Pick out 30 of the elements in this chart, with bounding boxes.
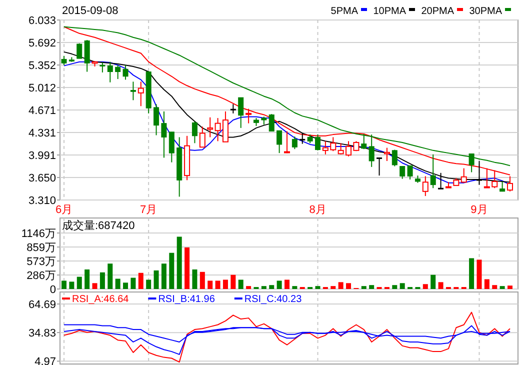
x-tick-label: 9月 [470, 204, 488, 216]
y-tick-label: 1146万 [21, 228, 56, 240]
y-tick-label: 4.671 [28, 104, 56, 117]
y-tick-label: 3.650 [28, 172, 56, 184]
y-tick-label: 5.012 [28, 82, 56, 94]
y-tick-label: 286万 [26, 270, 56, 282]
y-tick-label: 3.310 [28, 194, 56, 207]
chart-title: 成交量:687420 [62, 219, 135, 232]
legend-label: RSI_B:41.96 [158, 294, 216, 305]
y-tick-label: 0 [50, 284, 56, 296]
y-tick-label: 4.331 [28, 127, 56, 140]
chart-title: 2015-09-08 [62, 5, 118, 17]
y-tick-label: 573万 [26, 256, 56, 268]
y-tick-label: 859万 [26, 242, 56, 254]
legend-label: 5PMA [330, 6, 358, 17]
legend-label: 20PMA [421, 6, 454, 17]
y-tick-label: 64.69 [28, 298, 56, 311]
y-tick-label: 3.991 [28, 150, 56, 162]
text: RSI_A:46.64 [72, 294, 130, 305]
y-tick-label: 5.692 [28, 37, 56, 50]
x-tick-label: 6月 [55, 204, 73, 216]
y-tick-label: 6.033 [28, 14, 56, 27]
legend-label: RSI_C:40.23 [244, 294, 302, 305]
legend-label: 30PMA [469, 6, 502, 17]
y-tick-label: 5.352 [28, 60, 56, 72]
y-tick-label: 4.97 [34, 356, 56, 365]
y-tick-label: 34.83 [28, 327, 56, 340]
legend-label: 10PMA [373, 6, 406, 17]
x-tick-label: 8月 [309, 204, 326, 216]
x-tick-label: 7月 [140, 204, 158, 216]
